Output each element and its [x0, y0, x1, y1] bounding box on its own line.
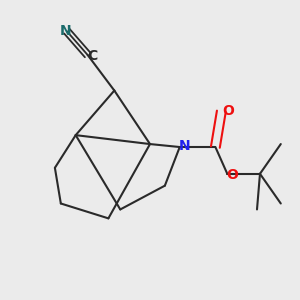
- Text: O: O: [227, 168, 239, 182]
- Text: N: N: [178, 139, 190, 152]
- Text: C: C: [87, 50, 97, 63]
- Text: O: O: [222, 104, 234, 118]
- Text: N: N: [59, 23, 71, 38]
